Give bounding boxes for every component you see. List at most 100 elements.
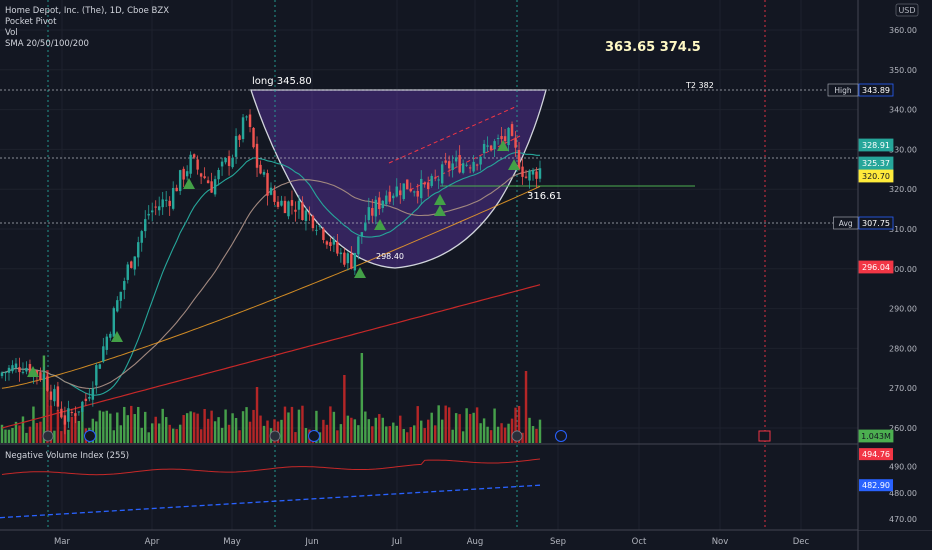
volume-bar: [157, 423, 161, 443]
volume-bar: [42, 355, 46, 443]
volume-bar: [503, 427, 507, 443]
volume-bar: [123, 406, 126, 443]
volume-bar: [454, 413, 458, 443]
volume-bar: [290, 406, 294, 443]
candle-body: [521, 166, 524, 177]
volume-bar: [171, 428, 175, 443]
indicator-vol[interactable]: Vol: [5, 28, 18, 38]
candle-body: [171, 188, 175, 209]
volume-bar: [297, 409, 301, 443]
candle-body: [399, 190, 402, 196]
time-axis[interactable]: Mar Apr May Jun Jul Aug Sep Oct Nov Dec: [54, 537, 810, 547]
volume-bar: [130, 405, 133, 443]
volume-bar: [458, 414, 461, 443]
candle-body: [444, 160, 447, 163]
volume-bar: [18, 425, 21, 443]
volume-bar: [259, 415, 262, 443]
candle-body: [154, 206, 157, 208]
volume-bar: [168, 424, 171, 443]
volume-bar: [395, 425, 398, 443]
candle-body: [489, 145, 493, 151]
currency-box[interactable]: [895, 3, 919, 17]
candle-body: [500, 135, 503, 140]
t2-annotation: T2 382: [685, 81, 714, 90]
candle-body: [137, 242, 140, 258]
indicator-pocket-pivot[interactable]: Pocket Pivot: [5, 17, 57, 27]
candle-body: [315, 229, 318, 231]
earnings-marker: [511, 430, 523, 442]
candle-body: [126, 264, 129, 280]
price-tag-label: High: [834, 86, 851, 95]
volume-bar: [332, 411, 336, 443]
volume-bar: [346, 415, 350, 443]
volume-bar: [343, 375, 346, 443]
candle-body: [133, 256, 136, 270]
targets-annotation: 363.65 374.5: [605, 40, 701, 55]
candle-body: [503, 136, 507, 142]
candle-body: [409, 188, 412, 192]
candle-body: [367, 207, 371, 221]
time-axis-label: Jun: [304, 537, 318, 547]
candle-body: [220, 161, 224, 167]
price-tick-label: 340.00: [889, 106, 917, 115]
candle-body: [241, 117, 245, 140]
nvi-value-box: [859, 479, 893, 492]
candle-body: [304, 210, 308, 222]
candle-body: [210, 181, 213, 193]
candle-body: [199, 173, 203, 177]
indicator-sma[interactable]: SMA 20/50/100/200: [5, 39, 89, 49]
volume-bar: [161, 408, 164, 443]
pocket-pivot-marker: [497, 140, 509, 151]
volume-bar: [444, 405, 447, 443]
volume-bar: [98, 410, 102, 443]
volume-bar: [538, 419, 542, 443]
volume-bar: [14, 421, 18, 443]
volume-bar: [255, 387, 259, 443]
pocket-pivot-marker: [27, 366, 39, 377]
nvi-value-label: 494.76: [862, 450, 890, 459]
price-tick-label: 260.00: [889, 424, 917, 433]
candle-body: [486, 145, 489, 147]
volume-bar: [416, 406, 419, 443]
candle-body: [46, 376, 49, 391]
volume-bar: [531, 426, 535, 443]
volume-bar: [482, 418, 486, 443]
candle-body: [301, 202, 304, 220]
price-ticks: 360.00 350.00 340.00 330.00 320.00 310.00 300.…: [889, 26, 917, 433]
candle-body: [433, 177, 437, 179]
price-tick-label: 280.00: [889, 344, 917, 353]
nvi-panel: Negative Volume Index (255)490.00480.004…: [0, 448, 917, 524]
candle-body: [224, 157, 227, 163]
chart-title[interactable]: Home Depot, Inc. (The), 1D, Cboe BZX: [5, 6, 169, 16]
candle-body: [426, 182, 430, 190]
dividend-marker: [84, 430, 96, 442]
candle-body: [25, 367, 28, 372]
candle-body: [287, 201, 290, 217]
volume-bar: [266, 420, 269, 443]
candle-body: [0, 372, 4, 376]
candle-body: [95, 365, 98, 386]
volume-bar: [109, 413, 112, 443]
candle-body: [112, 308, 116, 337]
candle-body: [35, 370, 39, 376]
volume-bar: [7, 429, 11, 443]
candle-body: [4, 372, 7, 374]
volume-bar: [224, 409, 227, 443]
candle-body: [175, 187, 178, 192]
candle-body: [535, 171, 538, 179]
price-labels: High343.89328.91325.3703:09:17320.70Avg3…: [827, 83, 894, 443]
candle-body: [140, 231, 143, 243]
time-axis-label: Jul: [391, 537, 402, 547]
candle-body: [451, 163, 454, 171]
pocket-pivot-marker: [508, 159, 520, 170]
time-axis-label: Oct: [632, 537, 647, 547]
candle-body: [447, 161, 451, 169]
candle-body: [402, 183, 405, 200]
volume-bar: [353, 419, 357, 443]
candle-body: [388, 191, 391, 202]
candle-body: [269, 187, 273, 195]
volume-bar: [178, 424, 182, 443]
candle-body: [231, 157, 234, 168]
candle-body: [109, 333, 112, 338]
